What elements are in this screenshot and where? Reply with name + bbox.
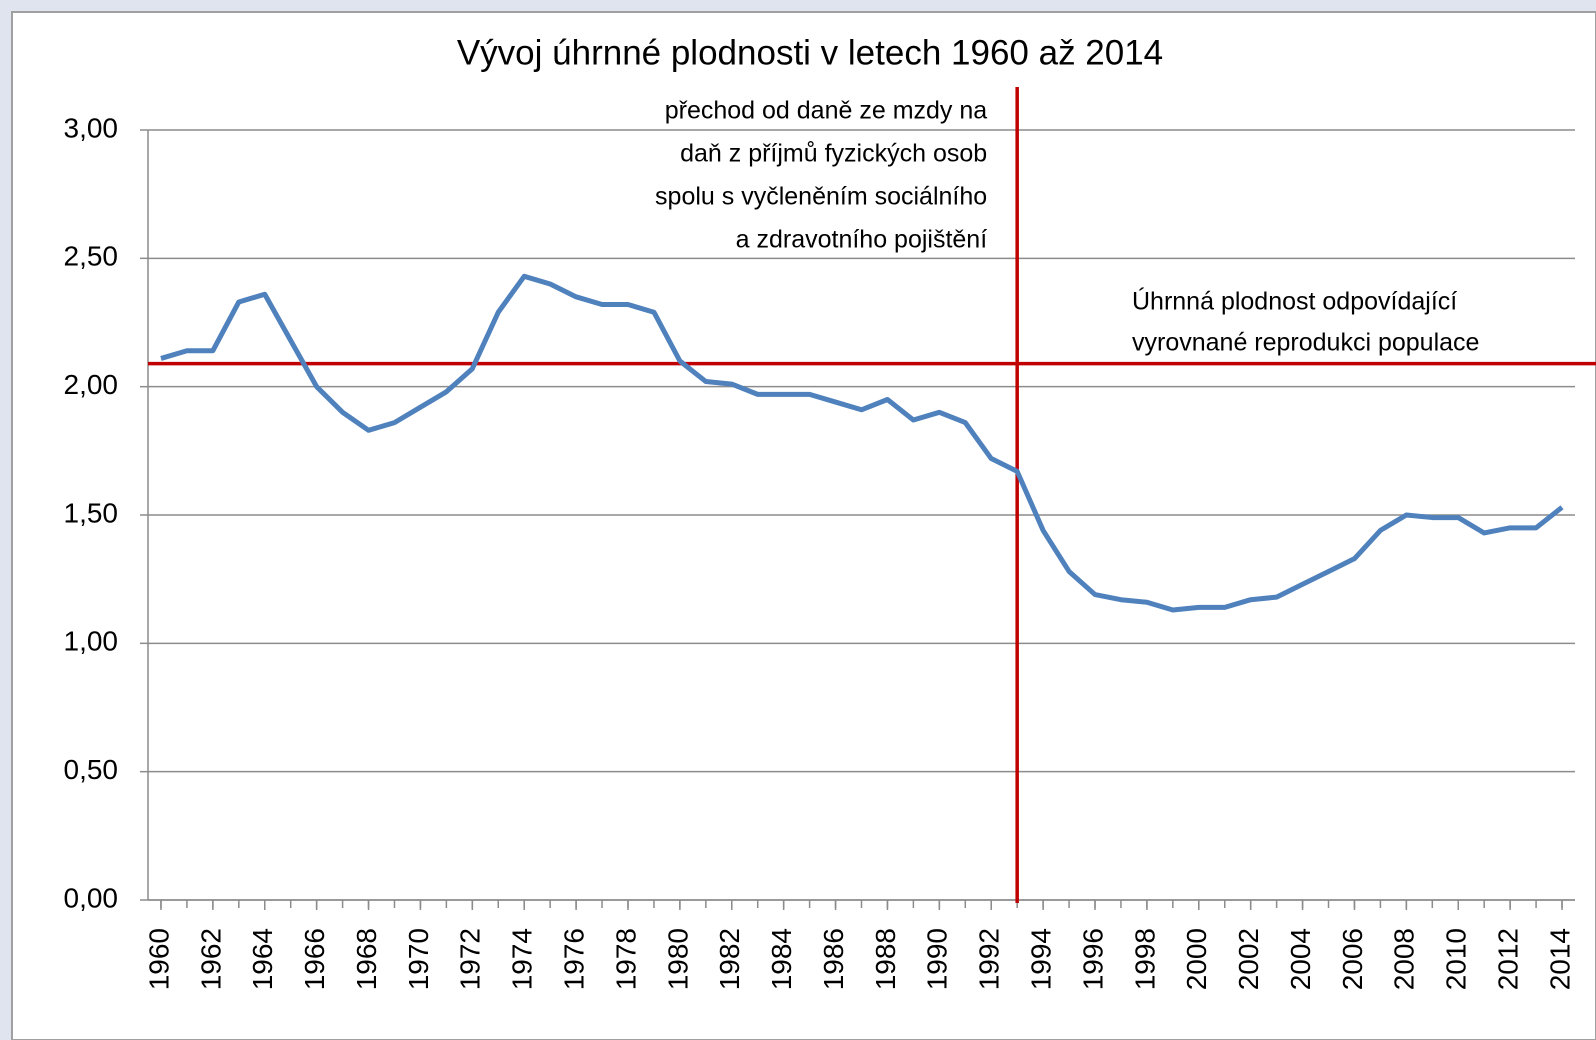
annotation: vyrovnané reprodukci populace [1132,329,1479,357]
annotation: Úhrnná plodnost odpovídající [1132,287,1457,316]
line-series [160,273,1564,613]
x-tick-label: 1994 [1026,928,1057,990]
x-tick-label: 1966 [299,928,330,990]
x-tick-label: 1976 [558,928,589,990]
chart-area [11,11,1596,1040]
y-tick-label: 2,50 [64,241,119,272]
x-tick-label: 2008 [1389,928,1420,990]
x-tick-label: 1970 [403,928,434,990]
x-tick-label: 1972 [455,928,486,990]
annotation: a zdravotního pojištění [736,226,988,254]
x-tick-label: 1974 [507,928,538,990]
y-tick-label: 0,00 [64,882,119,913]
x-tick-label: 1980 [662,928,693,990]
x-tick-label: 1986 [818,928,849,990]
y-tick-label: 3,00 [64,112,119,143]
annotation: spolu s vyčleněním sociálního [655,183,987,211]
chart-title: Vývoj úhrnné plodnosti v letech 1960 až … [457,33,1163,72]
x-tick-label: 2014 [1544,928,1575,990]
y-tick-label: 1,00 [64,626,119,657]
annotation: daň z příjmů fyzických osob [680,140,987,168]
x-tick-label: 2012 [1493,928,1524,990]
annotation: přechod od daně ze mzdy na [665,97,988,125]
x-tick-label: 1988 [870,928,901,990]
x-tick-label: 2010 [1441,928,1472,990]
x-tick-label: 1992 [974,928,1005,990]
x-tick-label: 2002 [1233,928,1264,990]
x-tick-label: 1968 [351,928,382,990]
y-tick-label: 2,00 [64,369,119,400]
y-tick-label: 1,50 [64,497,119,528]
x-tick-label: 2006 [1337,928,1368,990]
x-tick-label: 1982 [714,928,745,990]
x-tick-label: 1960 [143,928,174,990]
y-tick-label: 0,50 [64,754,119,785]
x-tick-label: 2000 [1181,928,1212,990]
x-tick-label: 1962 [195,928,226,990]
x-tick-label: 2004 [1285,928,1316,990]
x-tick-label: 1978 [610,928,641,990]
x-tick-label: 1984 [766,928,797,990]
x-tick-label: 1996 [1077,928,1108,990]
x-tick-label: 1990 [922,928,953,990]
x-tick-label: 1964 [247,928,278,990]
x-tick-label: 1998 [1129,928,1160,990]
